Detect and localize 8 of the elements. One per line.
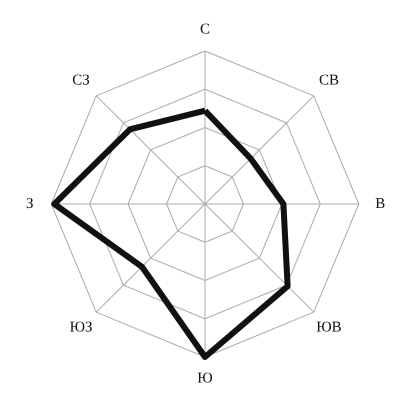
- spoke-label: СВ: [318, 72, 339, 89]
- spoke-label: Ю: [197, 370, 213, 386]
- spoke-label: С: [200, 22, 210, 38]
- spoke-label: З: [26, 196, 34, 212]
- spoke-label: ЮВ: [316, 319, 342, 336]
- spoke-label: СЗ: [72, 72, 90, 89]
- spoke-label: В: [375, 196, 386, 212]
- spoke-label: ЮЗ: [70, 319, 93, 336]
